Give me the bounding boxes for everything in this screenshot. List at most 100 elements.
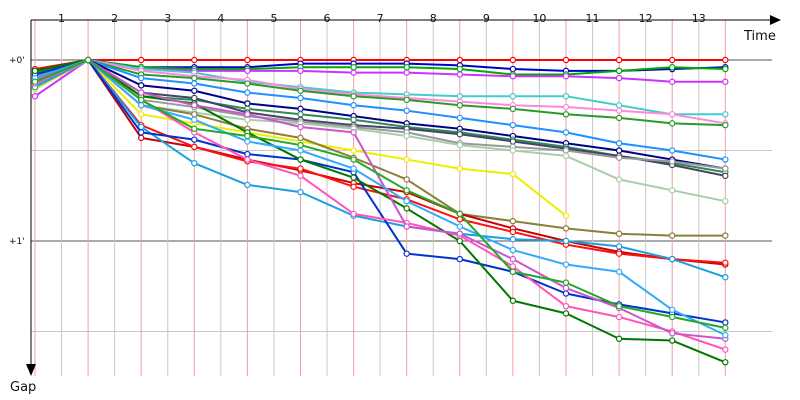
series-line: [34, 59, 726, 266]
data-point: [191, 74, 198, 82]
data-point: [244, 150, 251, 158]
data-point: [244, 116, 251, 123]
x-tick-label: 3: [164, 12, 171, 25]
data-point: [722, 232, 729, 239]
data-point: [191, 111, 198, 118]
data-point: [562, 92, 570, 100]
data-point: [722, 172, 729, 180]
data-point: [615, 140, 623, 147]
series-line: [34, 59, 726, 337]
data-point: [350, 147, 357, 154]
data-point: [562, 302, 570, 310]
data-point: [350, 116, 357, 123]
data-point: [562, 111, 570, 118]
y-tick-label: +0': [9, 56, 25, 66]
data-point: [722, 274, 729, 281]
data-point: [722, 331, 729, 339]
data-point: [509, 228, 517, 236]
data-point: [191, 125, 198, 132]
data-point: [509, 92, 517, 100]
data-point: [562, 103, 570, 111]
data-point: [669, 158, 676, 165]
data-point: [722, 324, 729, 332]
series-layer: [31, 56, 729, 366]
data-point: [244, 67, 251, 75]
data-point: [244, 89, 251, 96]
data-point: [615, 302, 623, 310]
data-point: [137, 89, 145, 96]
data-point: [403, 250, 410, 257]
data-point: [244, 56, 251, 64]
data-point: [297, 172, 304, 180]
data-point: [297, 111, 304, 118]
data-point: [615, 114, 623, 122]
series-line: [34, 59, 726, 170]
x-tick-label: 9: [483, 12, 490, 25]
data-point: [191, 87, 198, 94]
data-point: [403, 156, 410, 163]
data-point: [137, 74, 145, 82]
data-point: [669, 255, 676, 263]
data-point: [562, 310, 570, 317]
data-point: [31, 67, 39, 75]
x-tick-label: 12: [639, 12, 653, 25]
data-point: [137, 56, 145, 64]
data-point: [722, 346, 729, 353]
data-point: [615, 243, 623, 250]
data-point: [562, 212, 570, 219]
data-point: [562, 225, 570, 232]
data-point: [350, 69, 357, 76]
data-point: [403, 223, 410, 230]
data-point: [350, 183, 357, 190]
data-point: [244, 181, 251, 189]
data-point: [669, 56, 676, 64]
data-point: [350, 102, 357, 109]
series-4: [31, 56, 729, 100]
data-point: [137, 134, 145, 142]
data-point: [669, 232, 676, 239]
data-point: [509, 255, 517, 263]
series-line: [34, 59, 726, 125]
data-point: [350, 92, 357, 100]
data-point: [297, 105, 304, 113]
data-point: [669, 313, 676, 321]
data-point: [350, 210, 357, 218]
data-point: [509, 235, 517, 243]
data-point: [722, 65, 729, 73]
data-point: [297, 141, 304, 149]
data-point: [456, 65, 463, 73]
data-point: [191, 143, 198, 151]
data-point: [615, 107, 623, 114]
data-point: [722, 111, 729, 118]
data-point: [456, 141, 463, 149]
data-point: [722, 319, 729, 326]
data-point: [562, 284, 570, 292]
series-line: [34, 59, 726, 177]
data-point: [297, 165, 304, 172]
data-point: [509, 147, 517, 154]
data-point: [137, 82, 145, 89]
data-point: [403, 69, 410, 76]
data-point: [562, 279, 570, 286]
data-point: [137, 129, 145, 136]
data-point: [562, 56, 570, 64]
series-line: [34, 59, 726, 116]
data-point: [191, 116, 198, 123]
series-line: [34, 59, 726, 127]
series-line: [34, 59, 726, 329]
series-line: [34, 59, 726, 170]
data-point: [509, 246, 517, 254]
data-point: [669, 147, 676, 154]
data-point: [244, 156, 251, 163]
data-point: [84, 56, 92, 64]
data-point: [350, 129, 357, 136]
data-point: [669, 337, 676, 344]
data-point: [191, 102, 198, 109]
data-point: [509, 73, 517, 80]
data-point: [615, 335, 623, 342]
data-point: [669, 187, 676, 194]
data-point: [456, 165, 463, 172]
data-point: [297, 94, 304, 102]
data-point: [509, 297, 517, 304]
